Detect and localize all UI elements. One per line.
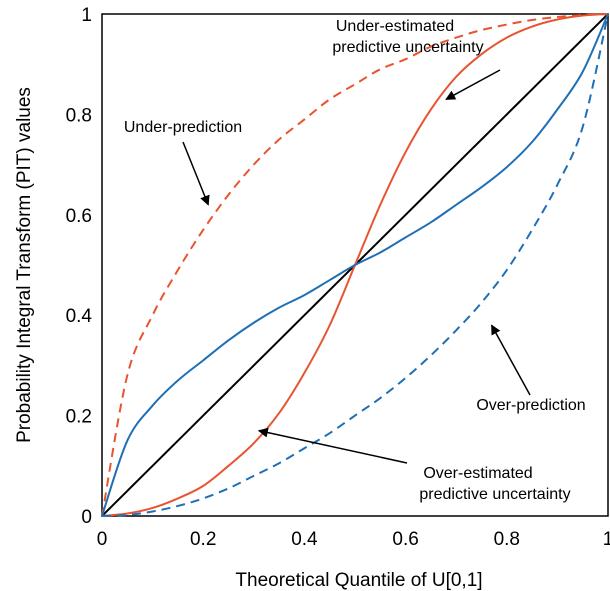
plot-area-frame — [101, 13, 609, 517]
annotation-label: Over-prediction — [476, 397, 585, 414]
annotation-arrow — [182, 141, 210, 206]
annotation-label: Under-estimated — [336, 18, 454, 35]
x-axis-label: Theoretical Quantile of U[0,1] — [235, 570, 482, 591]
x-tick-label: 0.4 — [291, 529, 318, 550]
y-tick-label: 0.2 — [66, 407, 92, 428]
y-tick-label: 1 — [81, 5, 92, 26]
x-tick-label: 0 — [97, 529, 108, 550]
annotation-label: predictive uncertainty — [419, 486, 570, 503]
y-tick-label: 0.8 — [66, 105, 92, 126]
y-axis-label: Probability Integral Transform (PIT) val… — [14, 87, 35, 443]
annotation-label: Over-estimated — [423, 465, 532, 482]
series-line-3 — [101, 13, 609, 517]
x-tick-label: 0.8 — [494, 529, 520, 550]
x-tick-label: 1 — [603, 529, 610, 550]
annotation-over-prediction: Over-prediction — [476, 324, 586, 414]
annotation-arrow — [257, 427, 408, 464]
series-layer — [101, 13, 609, 517]
x-tick-label: 0.2 — [190, 529, 216, 550]
annotation-label: Under-prediction — [124, 119, 242, 136]
annotation-over-estimated: Over-estimated predictive uncertainty — [257, 427, 571, 503]
y-axis-ticks: 0 0.2 0.4 0.6 0.8 1 — [66, 5, 93, 528]
annotation-label: predictive uncertainty — [332, 39, 483, 56]
annotation-under-estimated: Under-estimated predictive uncertainty — [332, 18, 501, 100]
x-tick-label: 0.6 — [392, 529, 418, 550]
annotation-arrow — [445, 69, 501, 100]
series-line-1 — [101, 13, 609, 517]
x-axis-ticks: 0 0.2 0.4 0.6 0.8 1 — [97, 529, 610, 550]
y-tick-label: 0.6 — [66, 206, 92, 227]
annotation-under-prediction: Under-prediction — [124, 119, 242, 206]
series-line-4 — [101, 13, 609, 517]
y-tick-label: 0.4 — [66, 306, 93, 327]
annotation-arrow — [490, 324, 531, 396]
y-tick-label: 0 — [81, 507, 92, 528]
